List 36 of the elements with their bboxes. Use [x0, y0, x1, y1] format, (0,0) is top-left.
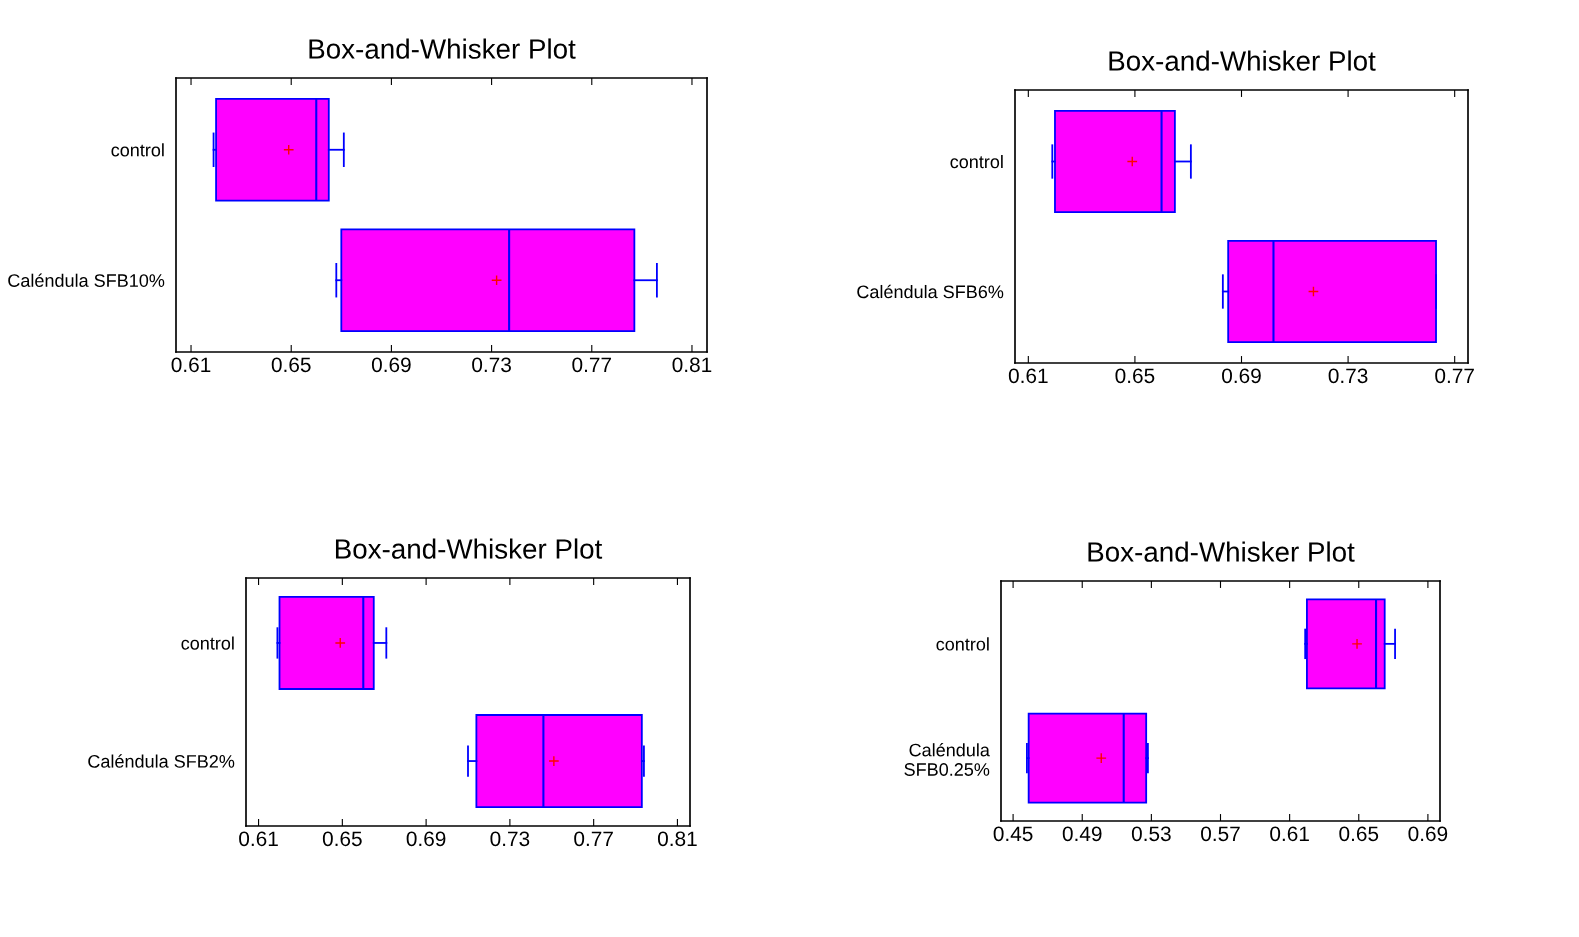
y-tick-label: control — [950, 154, 1003, 169]
chart-title: Box-and-Whisker Plot — [1109, 50, 1376, 71]
x-tick-label: 0.57 — [1201, 826, 1240, 842]
x-tick-label: 0.65 — [1339, 826, 1379, 842]
y-tick-label: control — [936, 637, 989, 651]
chart-title: Box-and-Whisker Plot — [335, 538, 603, 559]
x-tick-label: 0.73 — [472, 357, 511, 373]
chart-title: Box-and-Whisker Plot — [309, 38, 576, 59]
x-tick-label: 0.65 — [322, 831, 362, 847]
x-tick-label: 0.69 — [406, 831, 446, 847]
y-tick-label: Caléndula SFB0.25% — [904, 742, 990, 776]
x-tick-label: 0.61 — [171, 357, 211, 373]
y-tick-label: Caléndula SFB6% — [857, 284, 1004, 299]
x-tick-label: 0.61 — [239, 831, 278, 847]
x-tick-label: 0.81 — [672, 357, 712, 373]
y-tick-label: control — [111, 143, 164, 157]
x-tick-label: 0.61 — [1008, 368, 1048, 384]
x-tick-label: 0.77 — [1435, 368, 1474, 384]
x-tick-label: 0.69 — [1222, 368, 1261, 384]
x-tick-label: 0.77 — [572, 357, 612, 373]
x-tick-label: 0.69 — [371, 357, 411, 373]
chart-title: Box-and-Whisker Plot — [1088, 541, 1355, 562]
x-tick-label: 0.65 — [1115, 368, 1155, 384]
x-tick-label: 0.73 — [1328, 368, 1368, 384]
x-tick-label: 0.45 — [993, 826, 1033, 842]
y-tick-label: Caléndula SFB10% — [8, 273, 165, 287]
y-tick-label: control — [181, 636, 234, 650]
x-tick-label: 0.77 — [574, 831, 613, 847]
x-tick-label: 0.53 — [1131, 826, 1171, 842]
y-tick-label: Caléndula SFB2% — [88, 754, 235, 768]
x-tick-label: 0.61 — [1270, 826, 1309, 842]
x-tick-label: 0.49 — [1062, 826, 1102, 842]
x-tick-label: 0.73 — [490, 831, 530, 847]
x-tick-label: 0.69 — [1408, 826, 1448, 842]
x-tick-label: 0.81 — [657, 831, 697, 847]
x-tick-label: 0.65 — [271, 357, 311, 373]
